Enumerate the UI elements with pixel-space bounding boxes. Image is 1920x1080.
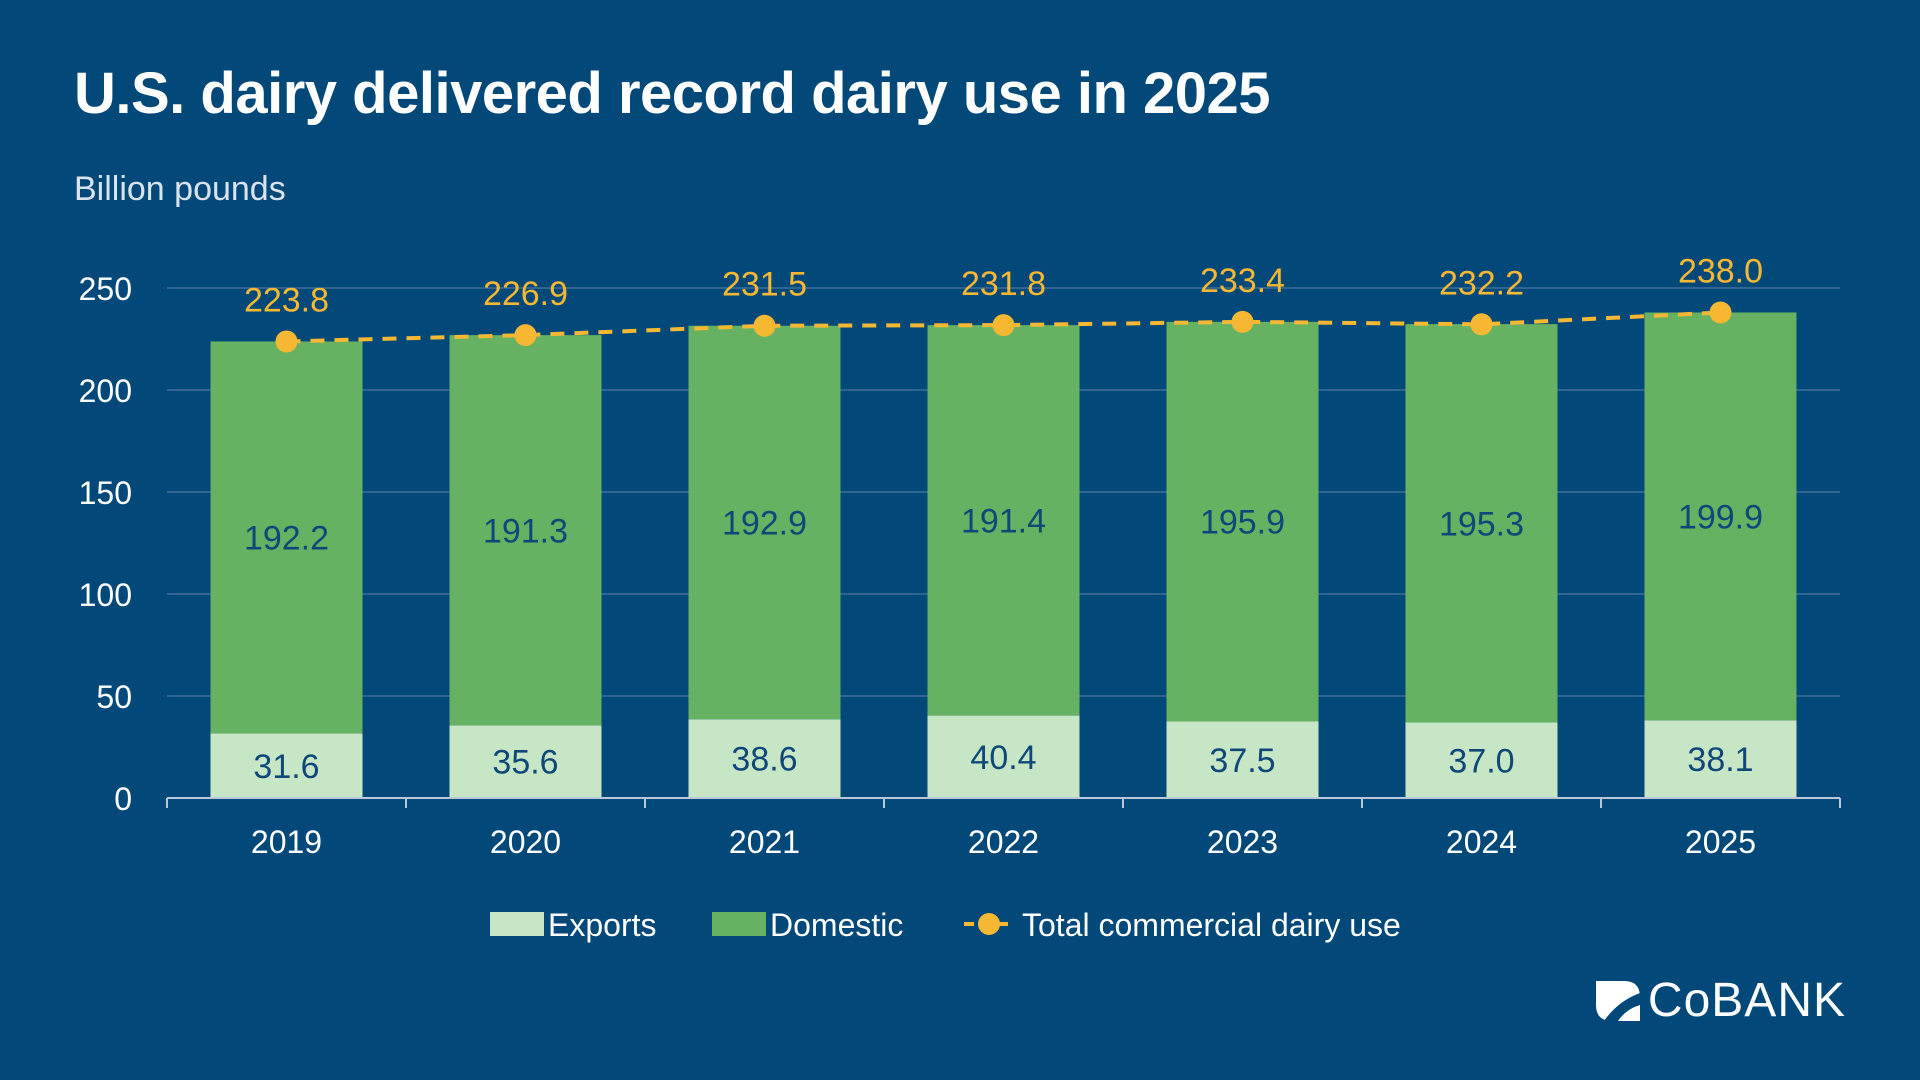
x-tick-label: 2022: [968, 824, 1039, 860]
bar-exports: [449, 725, 602, 798]
y-tick-label: 250: [79, 271, 132, 307]
y-tick-label: 100: [79, 577, 132, 613]
bar-exports: [927, 715, 1080, 798]
total-value-label: 233.4: [1200, 262, 1285, 300]
domestic-value-label: 191.3: [483, 512, 568, 550]
bar-exports: [210, 733, 363, 798]
exports-value-label: 35.6: [492, 744, 558, 782]
domestic-value-label: 192.9: [722, 504, 807, 542]
bar-value-labels: 31.6 192.2 35.6 191.3 38.6 192.9 40.4 191.4 37.5…: [244, 498, 1763, 785]
x-tick-label: 2019: [251, 824, 322, 860]
legend-swatch-exports: [490, 912, 544, 936]
domestic-value-label: 195.3: [1439, 505, 1524, 543]
legend-swatch-total-marker: [978, 913, 1000, 935]
cobank-mark-icon: [1595, 980, 1640, 1021]
total-value-label: 231.8: [961, 265, 1046, 303]
total-marker: [514, 324, 537, 347]
exports-value-label: 38.6: [731, 741, 797, 779]
y-tick-label: 200: [79, 373, 132, 409]
total-marker: [753, 314, 776, 337]
x-tick-label: 2020: [490, 824, 561, 860]
y-tick-label: 0: [114, 781, 132, 817]
brand-name: CoBANK: [1647, 974, 1846, 1027]
bar-domestic: [1644, 312, 1797, 721]
bars: [210, 312, 1797, 798]
x-tick-label: 2021: [729, 824, 800, 860]
legend-label-exports: Exports: [548, 907, 656, 943]
domestic-value-label: 199.9: [1678, 498, 1763, 536]
chart-title: U.S. dairy delivered record dairy use in…: [74, 61, 1271, 126]
x-tick-label: 2025: [1685, 824, 1756, 860]
total-marker: [1709, 301, 1732, 324]
exports-value-label: 37.0: [1448, 742, 1514, 780]
bar-domestic: [927, 325, 1080, 716]
cobank-logo: CoBANK: [1595, 973, 1846, 1028]
bar-domestic: [449, 335, 602, 726]
x-tick-label: 2024: [1446, 824, 1517, 860]
bar-exports: [1166, 721, 1319, 798]
total-value-label: 226.9: [483, 275, 568, 313]
bar-domestic: [1405, 324, 1558, 723]
exports-value-label: 40.4: [970, 739, 1036, 777]
y-tick-label: 50: [96, 679, 132, 715]
bar-domestic: [210, 341, 363, 734]
bar-exports: [1644, 720, 1797, 798]
legend-label-domestic: Domestic: [770, 907, 903, 943]
total-value-label: 223.8: [244, 281, 329, 319]
exports-value-label: 31.6: [253, 748, 319, 786]
x-axis: [166, 797, 1841, 808]
legend-label-total: Total commercial dairy use: [1022, 907, 1401, 943]
legend: Exports Domestic Total commercial dairy us…: [490, 907, 1401, 943]
total-value-label: 238.0: [1678, 252, 1763, 290]
total-marker: [1470, 313, 1493, 336]
domestic-value-label: 192.2: [244, 519, 329, 557]
total-value-label: 232.2: [1439, 264, 1524, 302]
bar-domestic: [1166, 321, 1319, 722]
exports-value-label: 38.1: [1687, 741, 1753, 779]
y-tick-label: 150: [79, 475, 132, 511]
total-marker: [992, 314, 1015, 337]
total-marker: [1231, 310, 1254, 333]
bar-exports: [688, 719, 841, 798]
total-value-label: 231.5: [722, 266, 807, 304]
domestic-value-label: 195.9: [1200, 504, 1285, 542]
total-line: 223.8 226.9 231.5 231.8 233.4 232.2 238.0: [244, 252, 1763, 353]
total-marker: [275, 330, 298, 353]
x-axis-labels: 2019 2020 2021 2022 2023 2024 2025: [251, 824, 1756, 860]
legend-swatch-domestic: [712, 912, 766, 936]
x-tick-label: 2023: [1207, 824, 1278, 860]
exports-value-label: 37.5: [1209, 742, 1275, 780]
bar-exports: [1405, 722, 1558, 798]
chart-subtitle: Billion pounds: [74, 170, 286, 208]
y-axis-labels: 0 50 100 150 200 250: [79, 271, 132, 817]
bar-domestic: [688, 325, 841, 720]
domestic-value-label: 191.4: [961, 502, 1046, 540]
